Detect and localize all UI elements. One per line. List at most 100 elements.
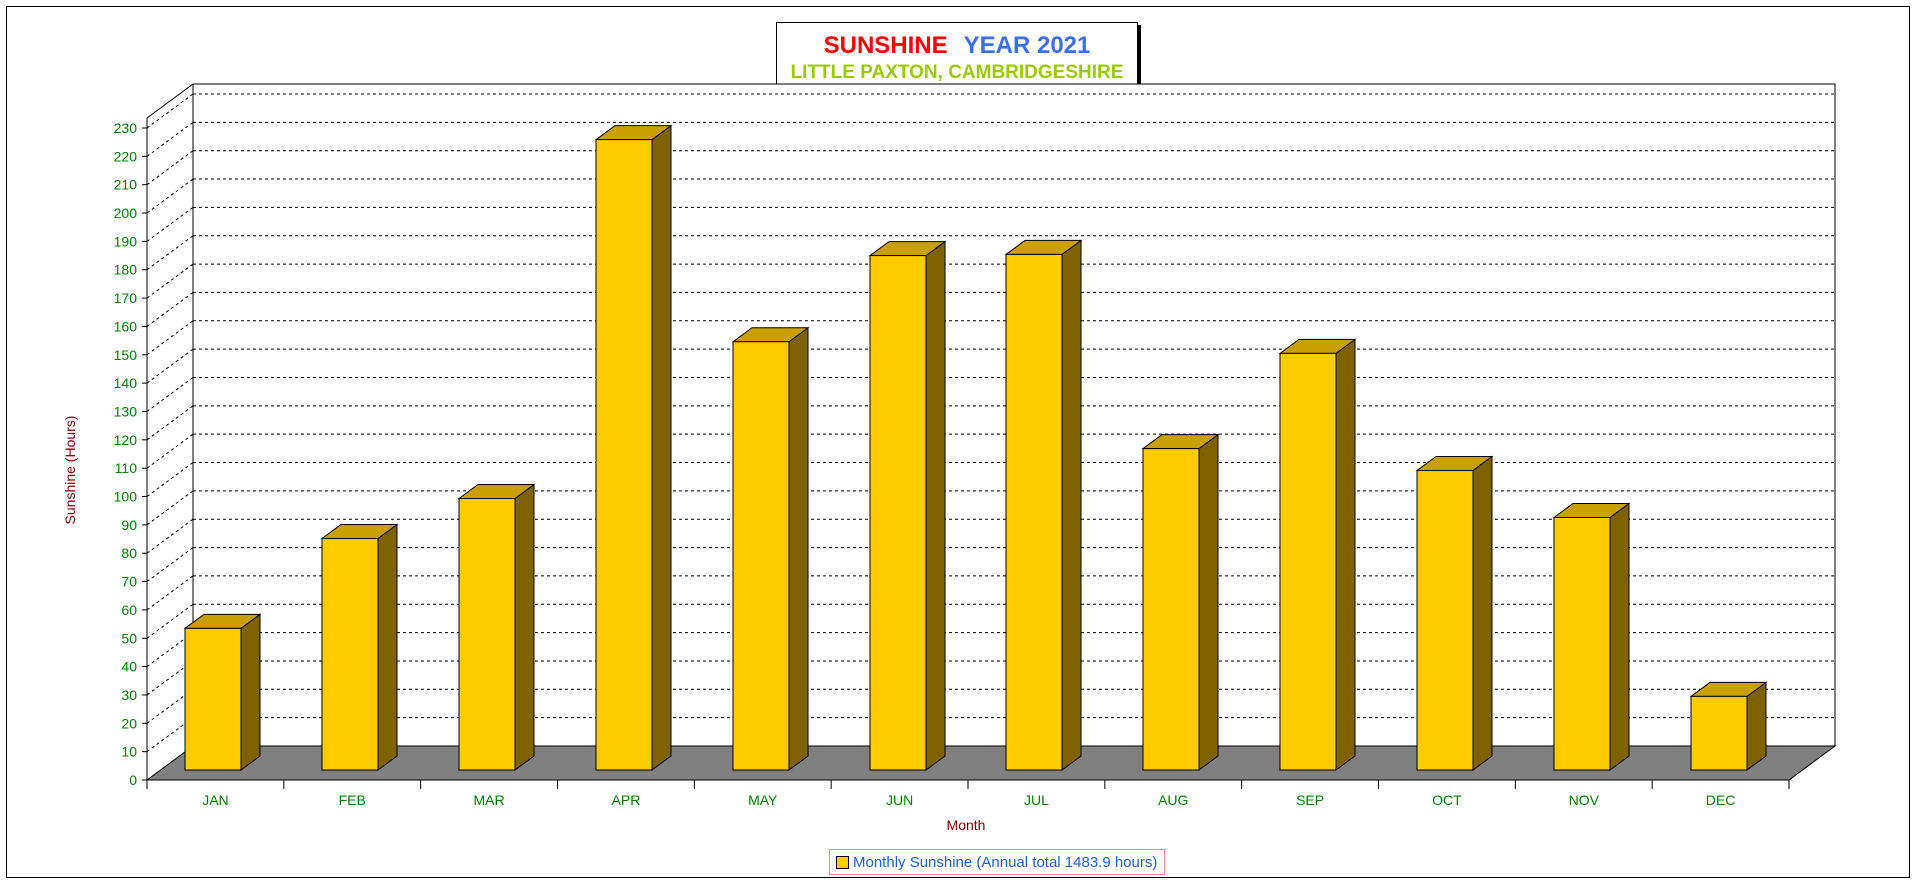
y-tick-label: 180: [114, 262, 138, 278]
legend: Monthly Sunshine (Annual total 1483.9 ho…: [829, 849, 1165, 875]
bar-side: [925, 240, 946, 771]
bar-side: [1746, 681, 1767, 771]
bar-front: [1142, 448, 1200, 771]
bar-feb: [320, 523, 399, 771]
y-tick-label: 160: [114, 318, 138, 334]
chart-title-box: SUNSHINE YEAR 2021 LITTLE PAXTON, CAMBRID…: [776, 22, 1138, 92]
bar-jun: [868, 240, 947, 771]
bar-front: [732, 341, 790, 771]
y-tick-label: 140: [114, 375, 138, 391]
bar-front: [869, 255, 927, 771]
bars: [183, 124, 1768, 771]
y-axis-label: Sunshine (Hours): [62, 416, 78, 525]
y-tick-label: 230: [114, 120, 138, 136]
y-tick-label: 120: [114, 432, 138, 448]
grid-diagonal: [146, 320, 194, 356]
grid-diagonal: [146, 405, 194, 441]
left-wall-top-edge: [146, 83, 194, 119]
x-tick-label: NOV: [1569, 792, 1600, 808]
bar-front: [1690, 695, 1748, 771]
grid-diagonal: [146, 433, 194, 469]
x-tick-label: JAN: [202, 792, 228, 808]
grid-diagonal: [146, 206, 194, 242]
x-tick-labels: JAN FEB MAR APR MAY JUN JUL AUG SEP OCT NOV DEC: [202, 792, 1735, 808]
bar-nov: [1552, 502, 1631, 771]
bar-side: [788, 326, 809, 771]
chart-title: SUNSHINE YEAR 2021: [777, 33, 1137, 59]
y-tick-label: 200: [114, 205, 138, 221]
bar-side: [1198, 433, 1219, 771]
bar-side: [1061, 239, 1082, 771]
grid-diagonal: [146, 575, 194, 611]
bar-side: [651, 124, 672, 771]
y-tick-label: 20: [121, 715, 137, 731]
legend-swatch: [836, 855, 849, 869]
x-tick-label: FEB: [339, 792, 366, 808]
axes: [142, 118, 1790, 789]
y-tick-label: 190: [114, 233, 138, 249]
grid-diagonal: [146, 150, 194, 186]
y-tick-label: 0: [129, 772, 137, 788]
x-axis-label: Month: [947, 817, 986, 833]
chart-title-sunshine: SUNSHINE: [823, 32, 948, 59]
bar-front: [1279, 352, 1337, 771]
y-tick-label: 40: [121, 659, 137, 675]
x-tick-label: JUN: [886, 792, 913, 808]
y-tick-label: 10: [121, 744, 137, 760]
bar-apr: [594, 124, 673, 771]
chart-title-year: YEAR 2021: [963, 32, 1091, 59]
y-tick-label: 130: [114, 403, 138, 419]
y-tick-label: 50: [121, 630, 137, 646]
x-tick-label: JUL: [1024, 792, 1049, 808]
x-tick-label: MAR: [474, 792, 505, 808]
chart-subtitle: LITTLE PAXTON, CAMBRIDGESHIRE: [790, 62, 1124, 83]
x-tick-label: MAY: [748, 792, 778, 808]
grid-diagonal: [146, 490, 194, 526]
y-tick-label: 210: [114, 177, 138, 193]
bar-front: [1005, 253, 1063, 771]
y-tick-label: 30: [121, 687, 137, 703]
y-tick-label: 60: [121, 602, 137, 618]
x-tick-label: SEP: [1296, 792, 1324, 808]
grid-diagonal: [146, 547, 194, 582]
bar-jul: [1004, 239, 1083, 771]
legend-label: Monthly Sunshine (Annual total 1483.9 ho…: [853, 853, 1158, 871]
y-tick-label: 90: [121, 517, 137, 533]
x-tick-label: AUG: [1158, 792, 1188, 808]
x-tick-label: OCT: [1432, 792, 1462, 808]
grid-diagonal: [146, 292, 194, 327]
y-tick-label: 70: [121, 574, 137, 590]
bar-side: [240, 613, 261, 771]
bar-aug: [1141, 433, 1220, 771]
grid-diagonal: [146, 518, 194, 554]
bar-side: [1335, 338, 1356, 771]
y-tick-label: 150: [114, 347, 138, 363]
grid-diagonal: [146, 263, 194, 299]
bar-jan: [183, 613, 262, 771]
y-tick-label: 100: [114, 489, 138, 505]
bar-front: [184, 627, 242, 771]
bar-side: [514, 483, 535, 771]
bar-dec: [1689, 681, 1768, 771]
bar-side: [1609, 502, 1630, 771]
grid-diagonal: [146, 377, 194, 412]
bar-front: [1553, 516, 1611, 771]
y-tick-label: 220: [114, 148, 138, 164]
grid-diagonal: [146, 121, 194, 157]
bar-mar: [457, 483, 536, 771]
grid-diagonal: [146, 93, 194, 129]
bar-front: [458, 498, 516, 771]
grid-diagonal: [146, 178, 194, 214]
bar-sep: [1278, 338, 1357, 771]
bar-side: [1472, 455, 1493, 771]
grid-diagonal: [146, 348, 194, 384]
y-tick-labels: 0 10 20 30 40 50 60 70 80 90 100 110 120 130 140 150 160…: [114, 120, 138, 788]
bar-front: [321, 537, 379, 771]
y-tick-label: 170: [114, 290, 138, 306]
bar-may: [731, 326, 810, 771]
grid-diagonal: [146, 462, 194, 497]
y-tick-label: 80: [121, 545, 137, 561]
x-tick-label: APR: [612, 792, 641, 808]
bar-oct: [1415, 455, 1494, 771]
